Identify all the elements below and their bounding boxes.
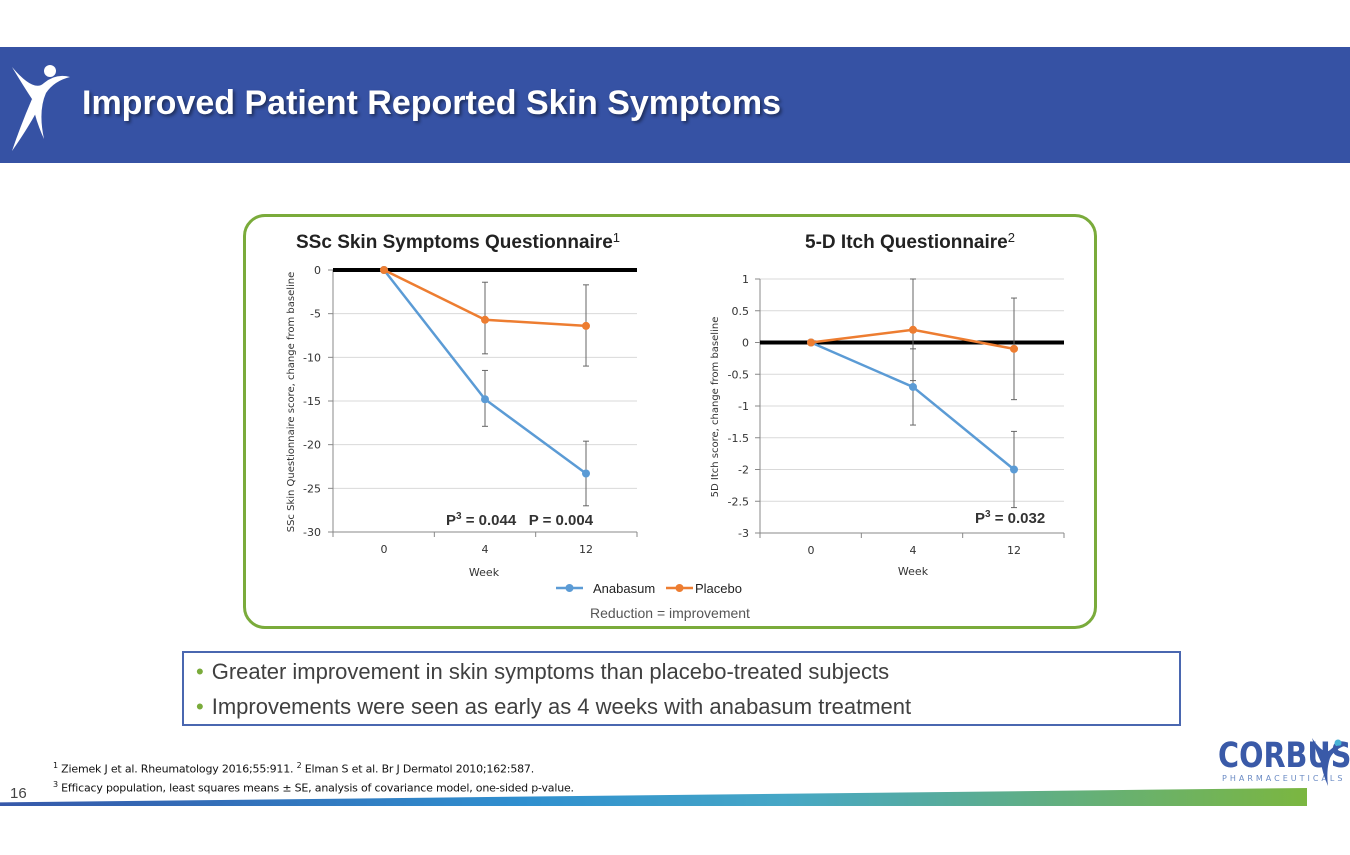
chart-itch-x-label: Week xyxy=(898,565,929,578)
bullet-dot-icon: • xyxy=(196,659,204,684)
chart-ssc-y-label: SSc Skin Questionnaire score, change fro… xyxy=(286,272,297,533)
legend-item-placebo: Placebo xyxy=(666,581,742,596)
y-tick-label: -2.5 xyxy=(728,495,749,508)
series-anabasum xyxy=(807,338,1018,509)
legend: Anabasum Placebo Reduction = improvement xyxy=(556,581,750,621)
legend-item-anabasum: Anabasum xyxy=(556,581,655,596)
x-tick-label: 0 xyxy=(381,543,388,556)
chart-ssc-x-label: Week xyxy=(469,566,500,579)
chart-itch-pvalue: P3 = 0.032 xyxy=(975,509,1045,527)
y-tick-label: 1 xyxy=(742,273,749,286)
y-tick-label: 0.5 xyxy=(732,305,750,318)
bullet-dot-icon: • xyxy=(196,694,204,719)
x-tick-label: 12 xyxy=(579,543,593,556)
data-point xyxy=(807,338,815,347)
y-tick-label: -1 xyxy=(738,400,749,413)
series-anabasum xyxy=(380,266,590,507)
y-tick-label: -1.5 xyxy=(728,432,749,445)
series-placebo xyxy=(380,266,590,367)
y-tick-label: 0 xyxy=(314,264,321,277)
y-tick-label: -20 xyxy=(303,439,321,452)
data-point xyxy=(582,321,590,330)
legend-label-anabasum: Anabasum xyxy=(593,581,655,596)
legend-label-placebo: Placebo xyxy=(695,581,742,596)
title-banner xyxy=(0,47,1350,163)
data-point xyxy=(481,315,489,324)
y-tick-label: -10 xyxy=(303,351,321,364)
y-tick-label: 0 xyxy=(742,337,749,350)
corbus-person-icon xyxy=(1312,738,1344,786)
chart-itch-x-ticks: 0 4 12 xyxy=(808,544,1022,557)
chart-itch-title: 5-D Itch Questionnaire2 xyxy=(805,230,1015,253)
footnote-references: 1 Ziemek J et al. Rheumatology 2016;55:9… xyxy=(53,761,535,776)
x-tick-label: 4 xyxy=(482,543,489,556)
chart-itch-series xyxy=(807,278,1018,509)
x-tick-label: 0 xyxy=(808,544,815,557)
chart-ssc-pvalue: P3 = 0.044 P = 0.004 xyxy=(446,511,594,529)
data-point xyxy=(380,266,388,274)
data-point xyxy=(481,395,489,404)
key-points-box: • Greater improvement in skin symptoms th… xyxy=(182,651,1181,726)
chart-ssc-title: SSc Skin Symptoms Questionnaire1 xyxy=(296,230,620,253)
y-tick-label: -25 xyxy=(303,482,321,495)
chart-ssc: SSc Skin Symptoms Questionnaire1 0 -5 -10 -… xyxy=(286,230,638,579)
footnote-method: 3 Efficacy population, least squares mea… xyxy=(53,780,574,795)
slide-title: Improved Patient Reported Skin Symptoms xyxy=(82,84,782,122)
y-tick-label: -15 xyxy=(303,395,321,408)
data-point xyxy=(582,469,590,478)
person-logo-icon xyxy=(12,65,70,151)
chart-itch-gridlines xyxy=(755,278,1065,538)
data-point xyxy=(1010,344,1018,353)
chart-itch-y-ticks: 1 0.5 0 -0.5 -1 -1.5 -2 -2.5 -3 xyxy=(728,273,749,540)
chart-ssc-x-ticks: 0 4 12 xyxy=(381,543,594,556)
chart-itch: 5-D Itch Questionnaire2 1 0.5 0 -0.5 -1 -1.5 -… xyxy=(710,230,1065,578)
data-point xyxy=(909,325,917,334)
series-placebo xyxy=(807,278,1018,401)
y-tick-label: -3 xyxy=(738,527,749,540)
legend-note: Reduction = improvement xyxy=(590,605,750,621)
x-tick-label: 12 xyxy=(1007,544,1021,557)
bullet-item: • Improvements were seen as early as 4 we… xyxy=(196,694,912,719)
data-point xyxy=(1010,465,1018,474)
y-tick-label: -30 xyxy=(303,526,321,539)
chart-ssc-y-ticks: 0 -5 -10 -15 -20 -25 -30 xyxy=(303,264,321,539)
chart-ssc-series xyxy=(380,266,590,507)
y-tick-label: -0.5 xyxy=(728,368,749,381)
y-tick-label: -2 xyxy=(738,464,749,477)
corbus-logo-subtext: PHARMACEUTICALS xyxy=(1222,774,1346,783)
x-tick-label: 4 xyxy=(910,544,917,557)
chart-ssc-gridlines xyxy=(328,269,638,537)
chart-itch-y-label: 5D Itch score, change from baseline xyxy=(710,317,721,498)
y-tick-label: -5 xyxy=(310,308,321,321)
data-point xyxy=(909,382,917,391)
bullet-item: • Greater improvement in skin symptoms th… xyxy=(196,659,890,684)
page-number: 16 xyxy=(10,785,27,802)
